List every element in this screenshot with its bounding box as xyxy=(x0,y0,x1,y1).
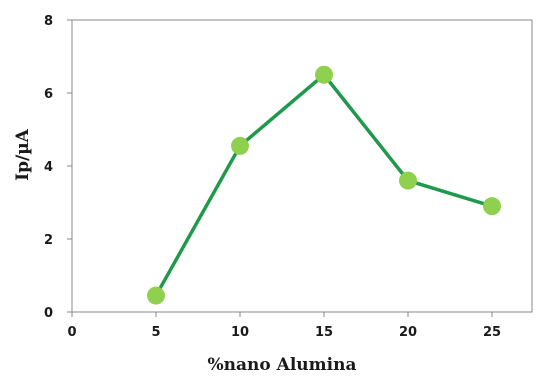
y-tick-label: 0 xyxy=(44,306,53,321)
data-point xyxy=(399,171,417,190)
x-tick-label: 5 xyxy=(151,325,160,340)
x-tick-label: 15 xyxy=(315,325,333,340)
x-axis-title: %nano Alumina xyxy=(208,355,357,375)
plot-frame xyxy=(71,19,533,313)
data-point xyxy=(483,197,501,216)
x-tick-label: 10 xyxy=(231,325,249,340)
y-axis-title: Ip/µA xyxy=(13,128,33,180)
data-point xyxy=(231,136,249,155)
data-point xyxy=(147,286,165,305)
y-tick-label: 4 xyxy=(44,160,53,175)
y-tick-label: 8 xyxy=(44,14,53,29)
x-tick-label: 0 xyxy=(67,325,76,340)
series-line xyxy=(154,73,493,297)
data-point xyxy=(315,65,333,84)
y-tick-label: 2 xyxy=(44,233,53,248)
x-tick-label: 25 xyxy=(483,325,501,340)
x-tick-label: 20 xyxy=(399,325,417,340)
y-tick-label: 6 xyxy=(44,87,53,102)
